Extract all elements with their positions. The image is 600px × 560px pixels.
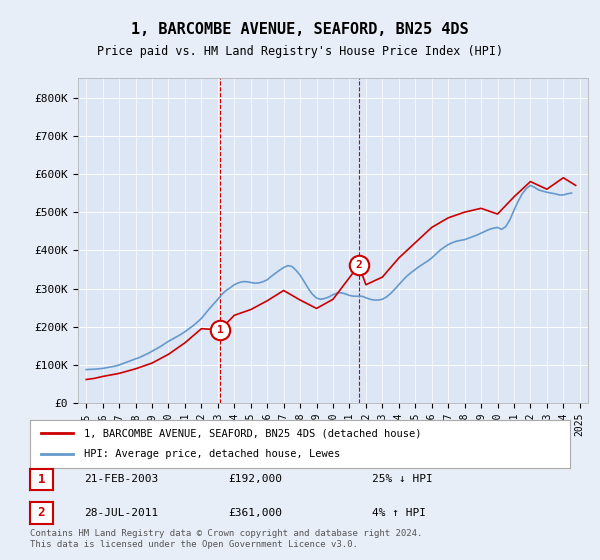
Text: 25% ↓ HPI: 25% ↓ HPI	[372, 474, 433, 484]
Text: 1: 1	[217, 325, 224, 335]
Text: Price paid vs. HM Land Registry's House Price Index (HPI): Price paid vs. HM Land Registry's House …	[97, 45, 503, 58]
Text: 1, BARCOMBE AVENUE, SEAFORD, BN25 4DS (detached house): 1, BARCOMBE AVENUE, SEAFORD, BN25 4DS (d…	[84, 428, 421, 438]
Text: 4% ↑ HPI: 4% ↑ HPI	[372, 508, 426, 518]
Text: 28-JUL-2011: 28-JUL-2011	[84, 508, 158, 518]
Text: £361,000: £361,000	[228, 508, 282, 518]
Text: 1, BARCOMBE AVENUE, SEAFORD, BN25 4DS: 1, BARCOMBE AVENUE, SEAFORD, BN25 4DS	[131, 22, 469, 38]
Text: 1: 1	[38, 473, 45, 486]
Text: £192,000: £192,000	[228, 474, 282, 484]
Text: HPI: Average price, detached house, Lewes: HPI: Average price, detached house, Lewe…	[84, 449, 340, 459]
Text: Contains HM Land Registry data © Crown copyright and database right 2024.
This d: Contains HM Land Registry data © Crown c…	[30, 529, 422, 549]
Text: 21-FEB-2003: 21-FEB-2003	[84, 474, 158, 484]
Text: 2: 2	[355, 260, 362, 270]
Text: 2: 2	[38, 506, 45, 520]
